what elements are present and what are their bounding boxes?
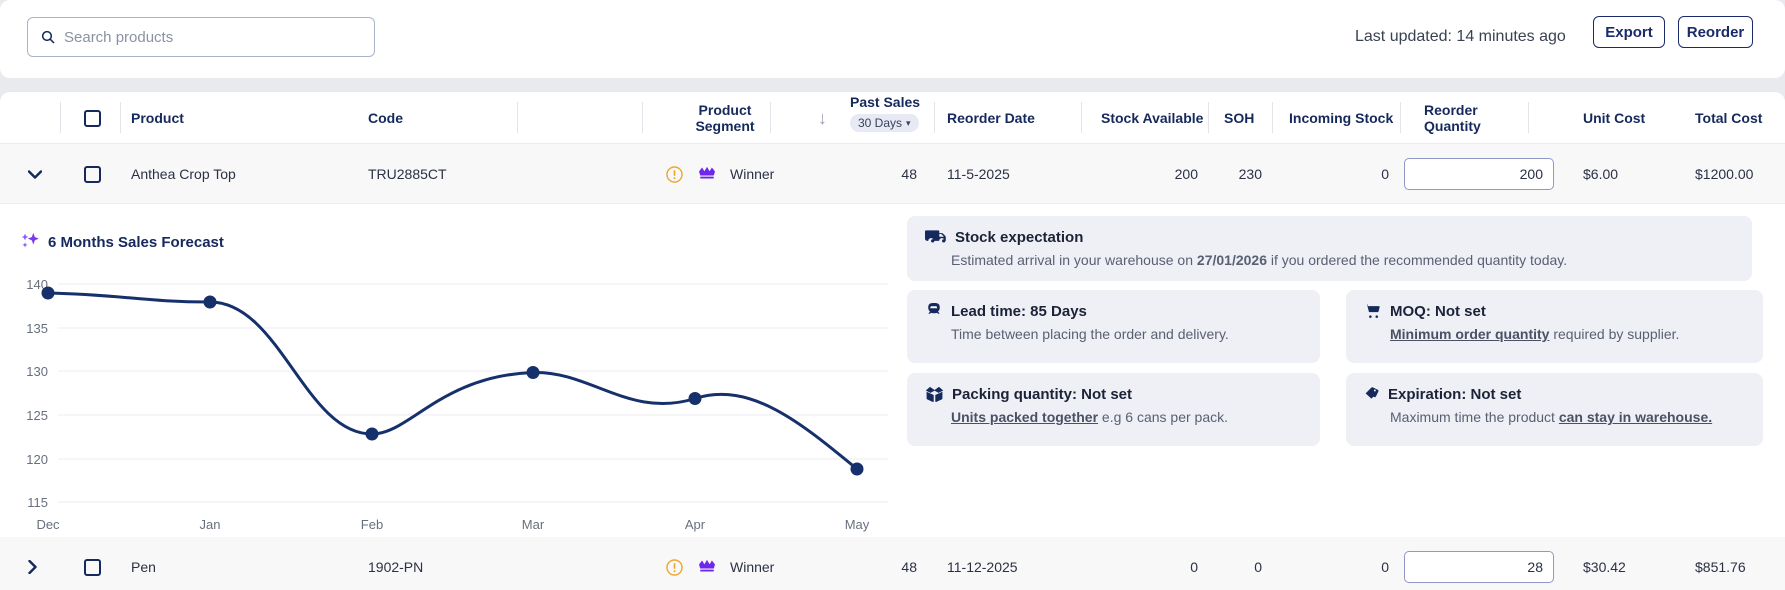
svg-text:Dec: Dec <box>36 517 60 532</box>
svg-text:120: 120 <box>26 452 48 467</box>
svg-text:May: May <box>845 517 870 532</box>
svg-text:Apr: Apr <box>685 517 706 532</box>
svg-text:125: 125 <box>26 408 48 423</box>
svg-text:130: 130 <box>26 364 48 379</box>
svg-text:Feb: Feb <box>361 517 383 532</box>
svg-text:115: 115 <box>27 495 48 510</box>
svg-text:Jan: Jan <box>200 517 221 532</box>
svg-text:135: 135 <box>26 321 48 336</box>
svg-text:Mar: Mar <box>522 517 545 532</box>
